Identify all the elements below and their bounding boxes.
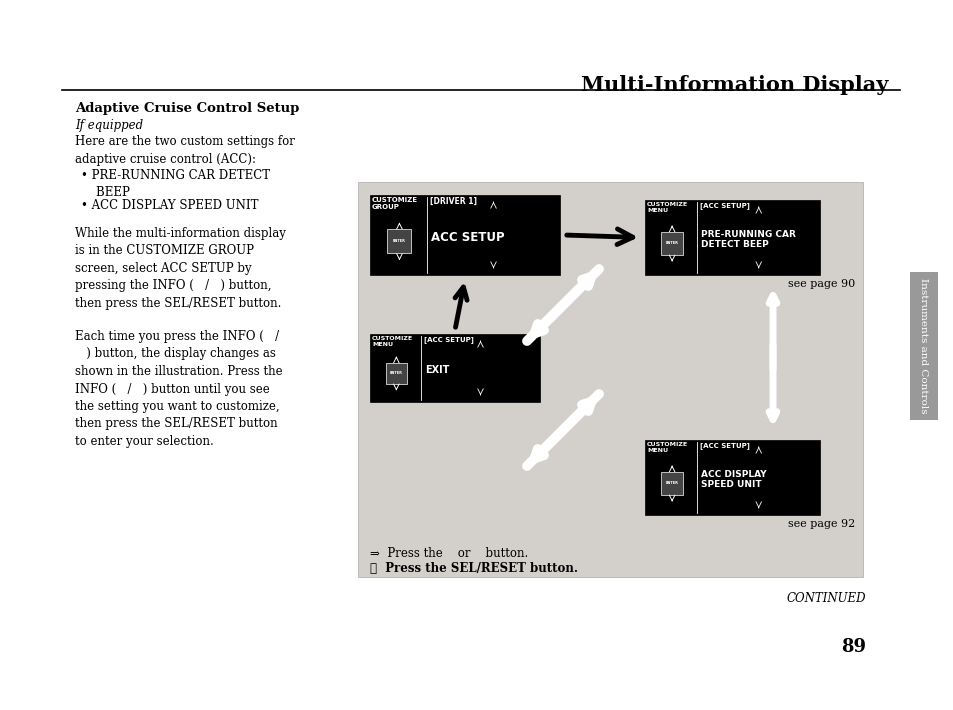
Text: ENTER: ENTER (390, 371, 402, 376)
Bar (357, 182, 862, 577)
Bar (386, 364, 406, 383)
Bar (644, 200, 820, 275)
Text: Multi-Information Display: Multi-Information Display (580, 75, 887, 95)
Text: ENTER: ENTER (665, 241, 678, 246)
Text: Adaptive Cruise Control Setup: Adaptive Cruise Control Setup (75, 102, 299, 115)
Text: ACC SETUP: ACC SETUP (431, 231, 504, 244)
Text: PRE-RUNNING CAR
DETECT BEEP: PRE-RUNNING CAR DETECT BEEP (700, 230, 796, 249)
Text: CUSTOMIZE
MENU: CUSTOMIZE MENU (646, 202, 687, 212)
Text: [ACC SETUP]: [ACC SETUP] (700, 442, 750, 449)
Text: CONTINUED: CONTINUED (785, 592, 865, 605)
Text: 89: 89 (841, 638, 865, 656)
Text: • ACC DISPLAY SPEED UNIT: • ACC DISPLAY SPEED UNIT (81, 199, 258, 212)
Text: [ACC SETUP]: [ACC SETUP] (423, 336, 474, 343)
Text: While the multi-information display
is in the CUSTOMIZE GROUP
screen, select ACC: While the multi-information display is i… (75, 227, 286, 310)
Text: Here are the two custom settings for
adaptive cruise control (ACC):: Here are the two custom settings for ada… (75, 135, 294, 165)
Text: ENTER: ENTER (665, 481, 678, 486)
Text: ➔  Press the SEL/RESET button.: ➔ Press the SEL/RESET button. (370, 562, 578, 575)
Text: see page 92: see page 92 (787, 519, 854, 529)
Text: If equipped: If equipped (75, 119, 143, 132)
Bar (370, 195, 559, 275)
Text: Instruments and Controls: Instruments and Controls (919, 278, 927, 414)
Text: ⇒  Press the    or    button.: ⇒ Press the or button. (370, 547, 528, 560)
Text: EXIT: EXIT (424, 365, 449, 375)
Text: [DRIVER 1]: [DRIVER 1] (430, 197, 476, 206)
Text: CUSTOMIZE
GROUP: CUSTOMIZE GROUP (372, 197, 417, 209)
Bar (660, 232, 682, 255)
Text: Each time you press the INFO (   /
   ) button, the display changes as
shown in : Each time you press the INFO ( / ) butto… (75, 330, 282, 448)
Text: see page 90: see page 90 (787, 279, 854, 289)
Bar (370, 334, 539, 402)
Bar (660, 472, 682, 495)
Text: CUSTOMIZE
MENU: CUSTOMIZE MENU (646, 442, 687, 452)
Text: [ACC SETUP]: [ACC SETUP] (700, 202, 750, 209)
Bar (387, 229, 411, 253)
Bar (644, 440, 820, 515)
Text: • PRE-RUNNING CAR DETECT
    BEEP: • PRE-RUNNING CAR DETECT BEEP (81, 169, 270, 200)
Text: ENTER: ENTER (393, 239, 405, 244)
Text: ACC DISPLAY
SPEED UNIT: ACC DISPLAY SPEED UNIT (700, 470, 766, 489)
Bar (909, 272, 937, 420)
Text: CUSTOMIZE
MENU: CUSTOMIZE MENU (372, 336, 413, 346)
